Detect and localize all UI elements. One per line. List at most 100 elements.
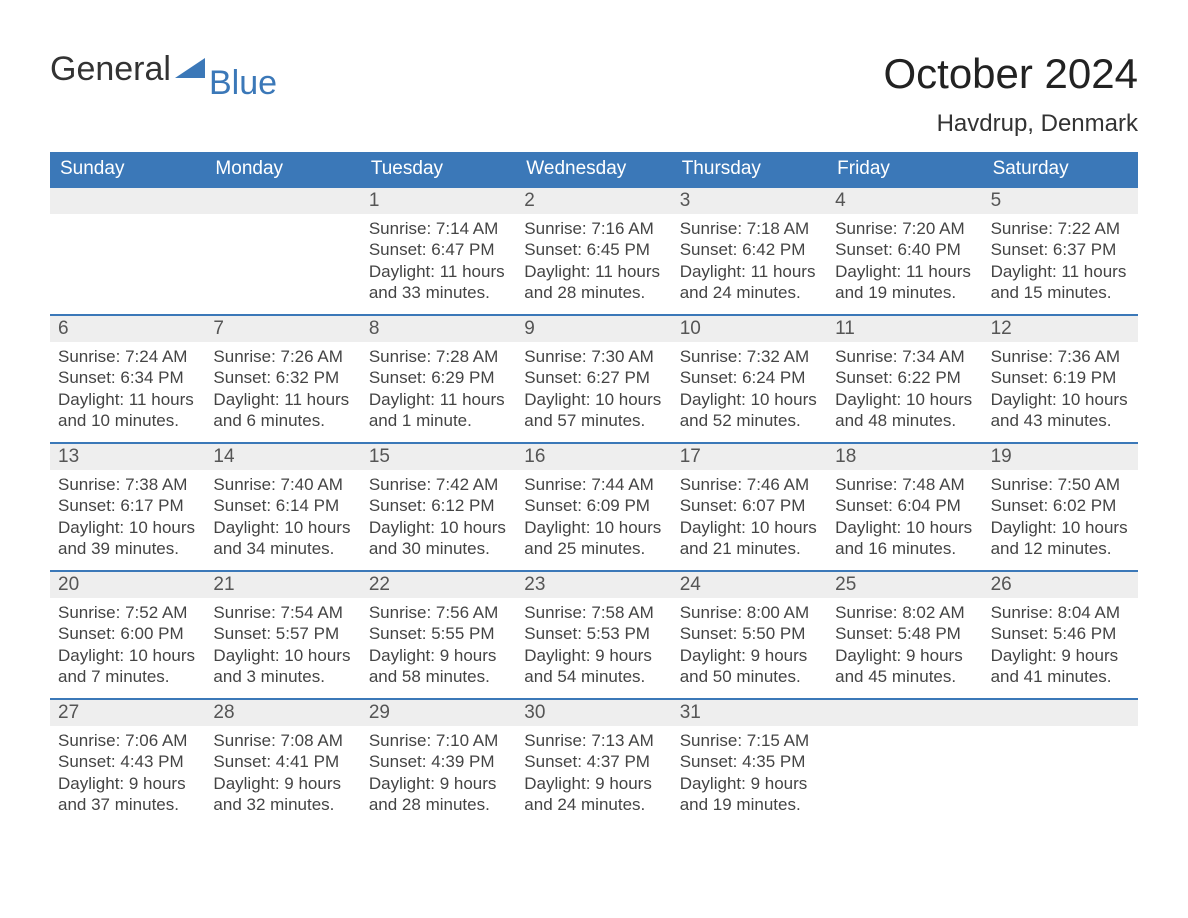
daylight-line: Daylight: 10 hours and 34 minutes. xyxy=(213,517,352,560)
sunset-line: Sunset: 6:04 PM xyxy=(835,495,974,516)
day-info: Sunrise: 7:36 AMSunset: 6:19 PMDaylight:… xyxy=(991,346,1130,431)
day-cell xyxy=(205,186,360,314)
title-block: October 2024 Havdrup, Denmark xyxy=(883,50,1138,138)
daylight-line: Daylight: 9 hours and 19 minutes. xyxy=(680,773,819,816)
daylight-line: Daylight: 9 hours and 45 minutes. xyxy=(835,645,974,688)
day-info: Sunrise: 7:08 AMSunset: 4:41 PMDaylight:… xyxy=(213,730,352,815)
day-cell: 2Sunrise: 7:16 AMSunset: 6:45 PMDaylight… xyxy=(516,186,671,314)
day-number: 10 xyxy=(672,314,827,342)
sunset-line: Sunset: 5:46 PM xyxy=(991,623,1130,644)
day-info: Sunrise: 7:50 AMSunset: 6:02 PMDaylight:… xyxy=(991,474,1130,559)
day-number: 13 xyxy=(50,442,205,470)
day-number: 24 xyxy=(672,570,827,598)
sunrise-line: Sunrise: 8:02 AM xyxy=(835,602,974,623)
daylight-line: Daylight: 9 hours and 54 minutes. xyxy=(524,645,663,688)
day-cell: 17Sunrise: 7:46 AMSunset: 6:07 PMDayligh… xyxy=(672,442,827,570)
sunset-line: Sunset: 6:42 PM xyxy=(680,239,819,260)
daylight-line: Daylight: 11 hours and 1 minute. xyxy=(369,389,508,432)
calendar-week-row: 20Sunrise: 7:52 AMSunset: 6:00 PMDayligh… xyxy=(50,570,1138,698)
sunrise-line: Sunrise: 7:54 AM xyxy=(213,602,352,623)
sunrise-line: Sunrise: 7:52 AM xyxy=(58,602,197,623)
daylight-line: Daylight: 10 hours and 43 minutes. xyxy=(991,389,1130,432)
daylight-line: Daylight: 11 hours and 33 minutes. xyxy=(369,261,508,304)
weeks-container: 1Sunrise: 7:14 AMSunset: 6:47 PMDaylight… xyxy=(50,186,1138,826)
day-number: 23 xyxy=(516,570,671,598)
calendar-week-row: 13Sunrise: 7:38 AMSunset: 6:17 PMDayligh… xyxy=(50,442,1138,570)
daylight-line: Daylight: 10 hours and 12 minutes. xyxy=(991,517,1130,560)
day-number: 20 xyxy=(50,570,205,598)
day-cell: 20Sunrise: 7:52 AMSunset: 6:00 PMDayligh… xyxy=(50,570,205,698)
calendar-week-row: 27Sunrise: 7:06 AMSunset: 4:43 PMDayligh… xyxy=(50,698,1138,826)
sunrise-line: Sunrise: 7:06 AM xyxy=(58,730,197,751)
day-cell: 29Sunrise: 7:10 AMSunset: 4:39 PMDayligh… xyxy=(361,698,516,826)
daylight-line: Daylight: 10 hours and 7 minutes. xyxy=(58,645,197,688)
day-cell: 31 Sunrise: 7:15 AMSunset: 4:35 PMDayligh… xyxy=(672,698,827,826)
daylight-line: Daylight: 11 hours and 15 minutes. xyxy=(991,261,1130,304)
sunset-line: Sunset: 6:19 PM xyxy=(991,367,1130,388)
day-cell: 7Sunrise: 7:26 AMSunset: 6:32 PMDaylight… xyxy=(205,314,360,442)
day-number: 6 xyxy=(50,314,205,342)
day-info: Sunrise: 7:06 AMSunset: 4:43 PMDaylight:… xyxy=(58,730,197,815)
sunset-line: Sunset: 6:12 PM xyxy=(369,495,508,516)
day-info: Sunrise: 7:42 AMSunset: 6:12 PMDaylight:… xyxy=(369,474,508,559)
sunrise-line: Sunrise: 7:50 AM xyxy=(991,474,1130,495)
day-info: Sunrise: 7:20 AMSunset: 6:40 PMDaylight:… xyxy=(835,218,974,303)
day-info: Sunrise: 7:32 AMSunset: 6:24 PMDaylight:… xyxy=(680,346,819,431)
day-cell xyxy=(983,698,1138,826)
day-info: Sunrise: 7:24 AMSunset: 6:34 PMDaylight:… xyxy=(58,346,197,431)
day-number: 15 xyxy=(361,442,516,470)
day-number: 14 xyxy=(205,442,360,470)
day-info: Sunrise: 7:18 AMSunset: 6:42 PMDaylight:… xyxy=(680,218,819,303)
day-number: 25 xyxy=(827,570,982,598)
sunrise-line: Sunrise: 7:56 AM xyxy=(369,602,508,623)
daylight-line: Daylight: 9 hours and 28 minutes. xyxy=(369,773,508,816)
sunset-line: Sunset: 6:22 PM xyxy=(835,367,974,388)
sunrise-line: Sunrise: 7:26 AM xyxy=(213,346,352,367)
daylight-line: Daylight: 10 hours and 48 minutes. xyxy=(835,389,974,432)
sunrise-line: Sunrise: 7:44 AM xyxy=(524,474,663,495)
day-number: 21 xyxy=(205,570,360,598)
calendar-page: General Blue October 2024 Havdrup, Denma… xyxy=(0,0,1188,918)
day-cell: 12Sunrise: 7:36 AMSunset: 6:19 PMDayligh… xyxy=(983,314,1138,442)
sunset-line: Sunset: 6:17 PM xyxy=(58,495,197,516)
sunset-line: Sunset: 4:39 PM xyxy=(369,751,508,772)
day-cell: 22Sunrise: 7:56 AMSunset: 5:55 PMDayligh… xyxy=(361,570,516,698)
sunrise-line: Sunrise: 7:08 AM xyxy=(213,730,352,751)
sunset-line: Sunset: 4:35 PM xyxy=(680,751,819,772)
day-cell: 27Sunrise: 7:06 AMSunset: 4:43 PMDayligh… xyxy=(50,698,205,826)
sunrise-line: Sunrise: 7:24 AM xyxy=(58,346,197,367)
day-cell: 24Sunrise: 8:00 AMSunset: 5:50 PMDayligh… xyxy=(672,570,827,698)
day-number: 29 xyxy=(361,698,516,726)
day-number: 1 xyxy=(361,186,516,214)
day-number: 9 xyxy=(516,314,671,342)
sunset-line: Sunset: 5:48 PM xyxy=(835,623,974,644)
sunset-line: Sunset: 6:27 PM xyxy=(524,367,663,388)
day-info: Sunrise: 7:13 AMSunset: 4:37 PMDaylight:… xyxy=(524,730,663,815)
sunset-line: Sunset: 6:24 PM xyxy=(680,367,819,388)
day-number xyxy=(983,698,1138,726)
day-cell: 9Sunrise: 7:30 AMSunset: 6:27 PMDaylight… xyxy=(516,314,671,442)
sunset-line: Sunset: 6:29 PM xyxy=(369,367,508,388)
calendar-week-row: 1Sunrise: 7:14 AMSunset: 6:47 PMDaylight… xyxy=(50,186,1138,314)
weekday-header: Monday xyxy=(205,152,360,186)
sunrise-line: Sunrise: 7:14 AM xyxy=(369,218,508,239)
day-number: 3 xyxy=(672,186,827,214)
sunrise-line: Sunrise: 7:58 AM xyxy=(524,602,663,623)
day-info: Sunrise: 7:16 AMSunset: 6:45 PMDaylight:… xyxy=(524,218,663,303)
day-cell: 28Sunrise: 7:08 AMSunset: 4:41 PMDayligh… xyxy=(205,698,360,826)
day-cell: 13Sunrise: 7:38 AMSunset: 6:17 PMDayligh… xyxy=(50,442,205,570)
day-cell: 8Sunrise: 7:28 AMSunset: 6:29 PMDaylight… xyxy=(361,314,516,442)
day-info: Sunrise: 7:46 AMSunset: 6:07 PMDaylight:… xyxy=(680,474,819,559)
sunset-line: Sunset: 4:43 PM xyxy=(58,751,197,772)
day-info: Sunrise: 7:34 AMSunset: 6:22 PMDaylight:… xyxy=(835,346,974,431)
day-cell: 16Sunrise: 7:44 AMSunset: 6:09 PMDayligh… xyxy=(516,442,671,570)
day-info: Sunrise: 7:58 AMSunset: 5:53 PMDaylight:… xyxy=(524,602,663,687)
day-number: 31 xyxy=(672,698,827,726)
daylight-line: Daylight: 10 hours and 3 minutes. xyxy=(213,645,352,688)
sunset-line: Sunset: 6:45 PM xyxy=(524,239,663,260)
sunrise-line: Sunrise: 7:40 AM xyxy=(213,474,352,495)
daylight-line: Daylight: 9 hours and 58 minutes. xyxy=(369,645,508,688)
sunrise-line: Sunrise: 7:15 AM xyxy=(680,730,819,751)
day-number xyxy=(205,186,360,214)
weekday-header: Sunday xyxy=(50,152,205,186)
